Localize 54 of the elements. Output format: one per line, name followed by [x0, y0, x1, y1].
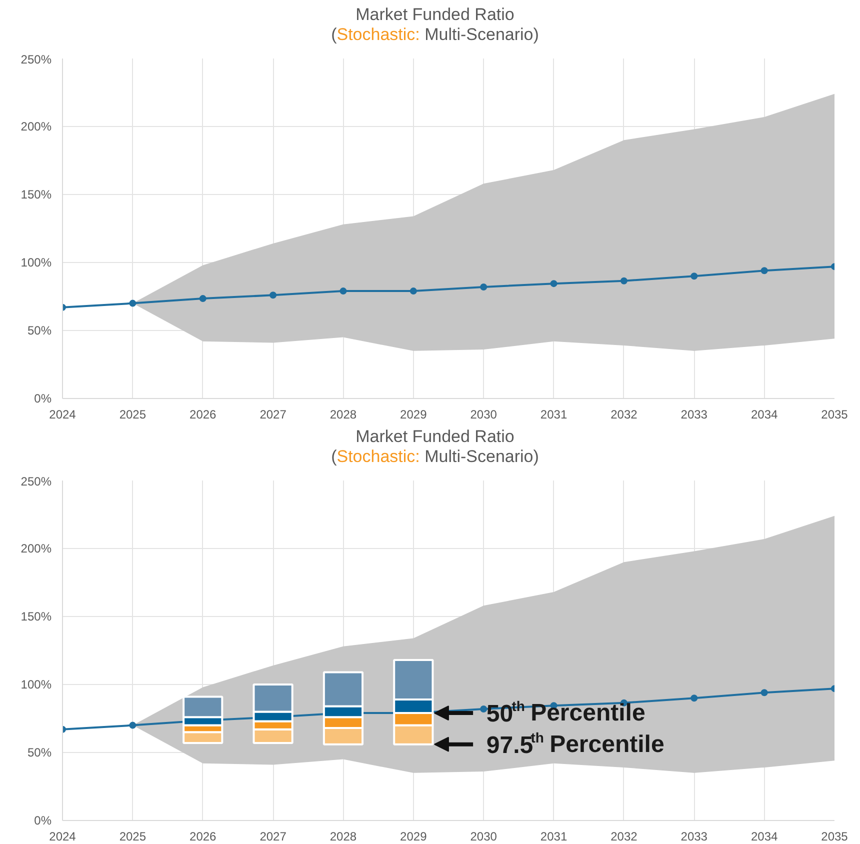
chart-title: Market Funded Ratio — [354, 5, 516, 25]
y-tick-label: 150% — [20, 610, 52, 624]
chart-subtitle: (Stochastic: Multi-Scenario) — [331, 25, 539, 45]
point — [129, 722, 136, 729]
x-tick-label: 2029 — [400, 408, 428, 422]
x-tick-label: 2026 — [190, 830, 217, 844]
x-tick-label: 2026 — [190, 408, 217, 422]
point — [199, 295, 206, 302]
point — [410, 288, 417, 295]
point — [620, 277, 628, 284]
y-tick-label: 150% — [20, 188, 52, 202]
x-tick-label: 2024 — [49, 408, 76, 422]
y-tick-label: 100% — [20, 678, 52, 692]
point — [760, 689, 768, 696]
x-tick-label: 2029 — [400, 830, 428, 844]
y-tick-label: 50% — [27, 324, 52, 338]
x-tick-label: 2027 — [260, 830, 287, 844]
y-tick-label: 200% — [20, 120, 52, 134]
x-tick-label: 2034 — [750, 830, 778, 844]
point — [270, 292, 277, 299]
chart-title: Market Funded Ratio — [354, 427, 516, 447]
x-tick-label: 2035 — [821, 408, 848, 422]
chart-subtitle: (Stochastic: Multi-Scenario) — [331, 447, 539, 467]
x-tick-label: 2028 — [330, 408, 357, 422]
y-tick-label: 0% — [34, 814, 52, 828]
y-tick-label: 100% — [20, 256, 52, 270]
point — [690, 272, 698, 280]
x-tick-label: 2030 — [470, 830, 498, 844]
point — [480, 283, 488, 290]
point — [480, 705, 488, 712]
x-tick-label: 2025 — [119, 408, 146, 422]
y-tick-label: 0% — [34, 392, 52, 406]
point — [690, 694, 698, 702]
point — [129, 300, 136, 307]
x-tick-label: 2032 — [610, 408, 638, 422]
point — [550, 280, 558, 288]
y-tick-label: 50% — [27, 746, 52, 760]
x-tick-label: 2025 — [119, 830, 146, 844]
x-tick-label: 2028 — [330, 830, 357, 844]
point — [340, 288, 347, 295]
y-tick-label: 250% — [20, 474, 52, 488]
x-tick-label: 2027 — [260, 408, 287, 422]
x-tick-label: 2033 — [680, 830, 708, 844]
x-tick-label: 2032 — [610, 830, 638, 844]
x-tick-label: 2030 — [470, 408, 498, 422]
x-tick-label: 2024 — [49, 830, 76, 844]
point — [760, 267, 768, 274]
x-tick-label: 2031 — [540, 408, 568, 422]
y-tick-label: 250% — [20, 52, 52, 66]
x-tick-label: 2031 — [540, 830, 568, 844]
x-tick-label: 2034 — [750, 408, 778, 422]
x-tick-label: 2035 — [821, 830, 848, 844]
x-tick-label: 2033 — [680, 408, 708, 422]
y-tick-label: 200% — [20, 542, 52, 556]
